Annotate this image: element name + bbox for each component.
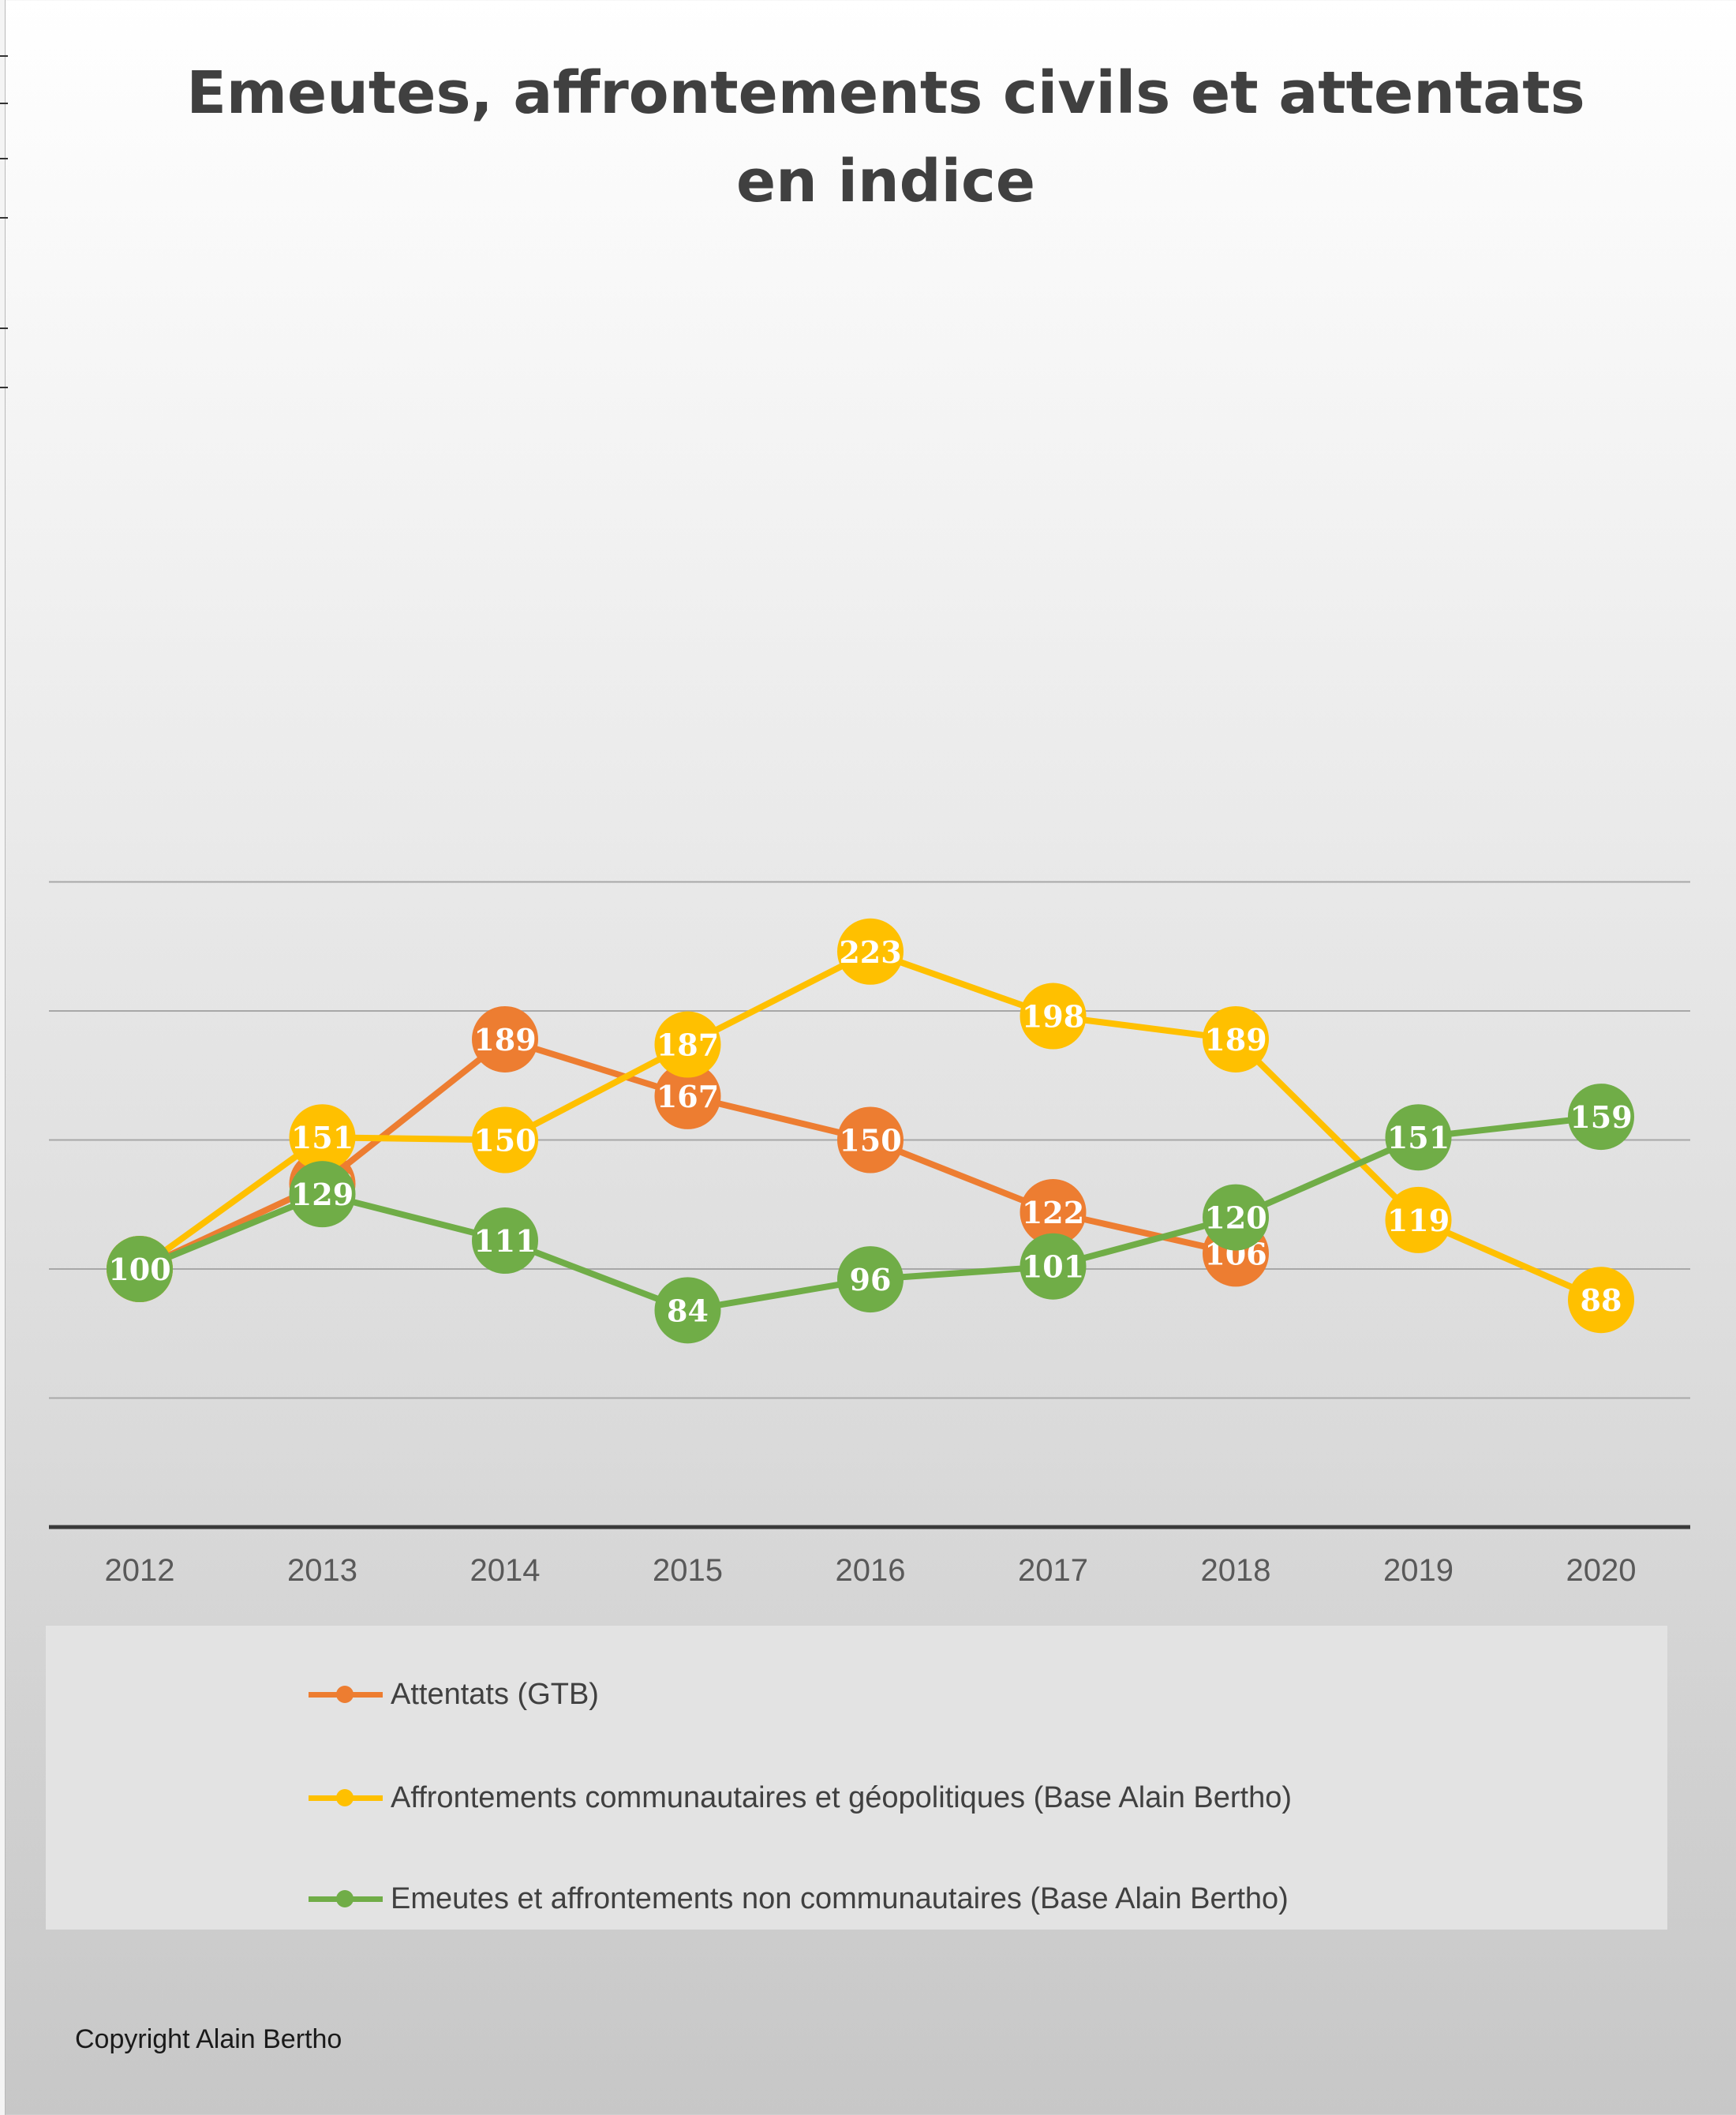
data-point [837,918,904,985]
data-label: 88 [1581,1282,1622,1318]
data-label: 101 [1022,1249,1084,1285]
chart-title-line-1: Emeutes, affrontements civils et attenta… [186,59,1585,127]
legend-item-attentats[interactable]: Attentats (GTB) [302,1671,599,1718]
x-tick-label: 2018 [1201,1553,1271,1588]
data-label: 150 [839,1123,901,1159]
legend-swatch-icon [302,1774,389,1821]
left-ruler [0,0,6,2115]
data-point [654,1062,721,1129]
data-label: 100 [108,1252,170,1287]
data-point [837,1106,904,1174]
data-label: 84 [667,1293,709,1328]
ruler-tick [0,103,8,104]
legend-item-emeutes[interactable]: Emeutes et affrontements non communautai… [302,1875,1289,1922]
data-point [1203,1005,1269,1072]
data-point [472,1005,538,1072]
ruler-tick [0,328,8,329]
x-tick-label: 2017 [1018,1553,1088,1588]
x-tick-label: 2019 [1383,1553,1454,1588]
data-point [654,1277,721,1344]
data-point [1203,1184,1269,1251]
copyright-text: Copyright Alain Bertho [75,2024,342,2054]
data-point [1568,1267,1634,1334]
ruler-tick [0,158,8,159]
legend-item-affrontements[interactable]: Affrontements communautaires et géopolit… [302,1774,1292,1821]
legend-label: Affrontements communautaires et géopolit… [391,1780,1293,1814]
x-tick-label: 2014 [470,1553,541,1588]
data-point [289,1161,356,1228]
data-point [1568,1084,1634,1151]
data-point [1385,1186,1452,1253]
data-label: 129 [291,1177,354,1212]
x-tick-label: 2015 [653,1553,723,1588]
legend: Attentats (GTB) Affrontements communauta… [46,1626,1667,1930]
legend-swatch-icon [302,1875,389,1922]
data-label: 96 [850,1262,892,1297]
data-point [1385,1104,1452,1171]
data-label: 189 [473,1022,536,1058]
x-tick-label: 2012 [105,1553,175,1588]
data-label: 150 [473,1123,536,1159]
data-point [1020,1233,1087,1300]
chart-title: Emeutes, affrontements civils et attenta… [0,49,1736,226]
data-label: 122 [1022,1195,1084,1230]
x-tick-label: 2016 [836,1553,906,1588]
data-point [837,1246,904,1313]
legend-label: Emeutes et affrontements non communautai… [391,1881,1289,1915]
data-point [1020,1179,1087,1246]
data-label: 151 [1387,1120,1450,1155]
x-tick-label: 2020 [1566,1553,1637,1588]
legend-swatch-icon [302,1671,389,1718]
data-label: 119 [1387,1203,1450,1238]
line-chart: 2012 2013 2014 2015 2016 2017 2018 2019 2020 100 1… [49,881,1690,1588]
data-label: 189 [1204,1022,1266,1058]
ruler-tick [0,217,8,219]
data-label: 167 [657,1079,719,1114]
data-point [472,1207,538,1275]
data-label: 223 [839,934,901,970]
data-point [1020,983,1087,1050]
data-point [289,1104,356,1171]
chart-title-line-2: en indice [735,148,1036,215]
ruler-tick [0,55,8,57]
data-label: 120 [1204,1200,1266,1236]
data-label: 159 [1570,1099,1632,1135]
data-point [472,1106,538,1174]
x-tick-label: 2013 [287,1553,357,1588]
data-label: 187 [657,1028,719,1063]
data-label: 198 [1022,999,1084,1035]
ruler-tick [0,387,8,388]
data-point [107,1236,173,1302]
data-label: 151 [291,1120,354,1155]
legend-label: Attentats (GTB) [391,1677,599,1711]
data-point [654,1011,721,1078]
data-label: 111 [473,1223,536,1259]
